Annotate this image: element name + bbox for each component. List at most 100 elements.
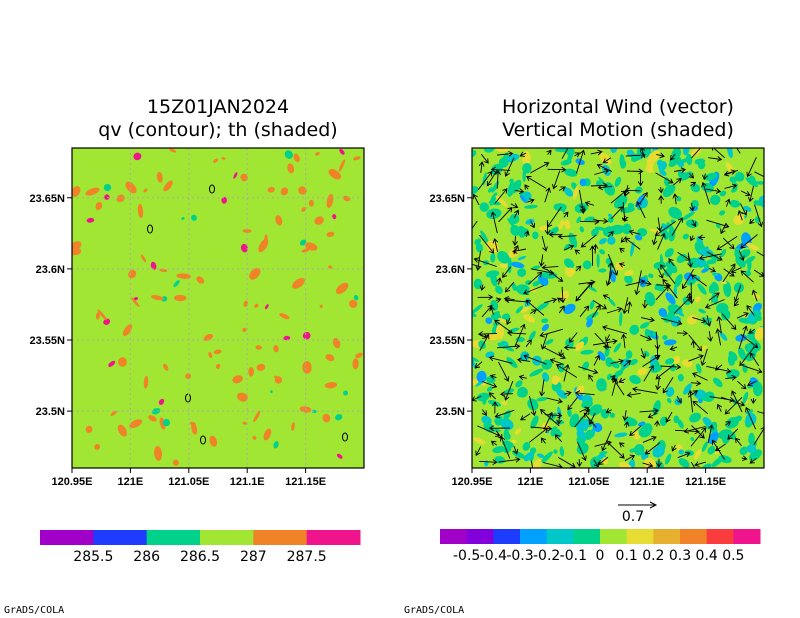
- w-cell: [662, 184, 676, 198]
- wind-vector: [574, 152, 581, 158]
- w-cell: [735, 334, 748, 342]
- w-cell: [475, 243, 484, 253]
- wind-vector: [690, 461, 696, 468]
- wind-vector: [523, 354, 547, 365]
- w-cell: [630, 241, 635, 257]
- wind-vector: [690, 274, 707, 287]
- left-x-tick-label: 121.1E: [230, 476, 265, 488]
- wind-vector: [691, 148, 702, 159]
- w-cell: [701, 441, 708, 452]
- w-cell: [723, 281, 732, 298]
- th-cell: [154, 446, 163, 461]
- wind-vector: [602, 344, 612, 350]
- right-colorbar-label: -0.4: [480, 548, 507, 564]
- wind-vector: [592, 218, 609, 224]
- wind-vector: [691, 425, 705, 439]
- right-colorbar-label: -0.3: [506, 548, 533, 564]
- right-title-line-1: Horizontal Wind (vector): [502, 96, 734, 118]
- w-cell: [608, 297, 616, 307]
- w-cell: [639, 322, 650, 329]
- w-cell: [661, 223, 668, 231]
- left-colorbar-swatch: [40, 530, 94, 545]
- w-cell: [492, 446, 506, 454]
- left-colorbar-swatch: [146, 530, 201, 545]
- w-cell: [487, 187, 493, 193]
- w-cell: [689, 206, 699, 212]
- w-cell: [576, 420, 590, 432]
- w-cell: [702, 416, 712, 427]
- w-cell: [668, 206, 682, 220]
- w-cell: [541, 451, 553, 463]
- wind-vector: [473, 257, 497, 267]
- wind-vector: [683, 426, 706, 434]
- w-cell: [664, 358, 675, 365]
- w-cell: [584, 429, 594, 440]
- w-cell: [659, 416, 668, 427]
- w-cell: [541, 318, 549, 324]
- w-cell: [599, 237, 607, 245]
- wind-vector: [546, 268, 564, 282]
- w-cell: [697, 283, 707, 295]
- th-cell: [103, 183, 112, 192]
- wind-vector: [593, 300, 608, 310]
- left-axes: 120.95E 121E 121.05E 121.1E 121.15E 23.5N 23.5…: [30, 193, 327, 488]
- w-cell: [629, 448, 637, 453]
- w-cell: [734, 247, 740, 258]
- wind-vector: [588, 374, 594, 382]
- wind-vector: [724, 396, 743, 415]
- wind-vector: [528, 395, 537, 417]
- wind-vector: [544, 220, 551, 236]
- th-cell: [264, 304, 269, 310]
- th-cell: [315, 151, 320, 156]
- w-cell: [523, 451, 534, 462]
- th-cell: [270, 390, 273, 394]
- w-cell: [559, 446, 565, 457]
- wind-vector: [656, 458, 662, 468]
- w-cell: [495, 195, 508, 207]
- wind-vector: [477, 294, 494, 301]
- wind-vector: [563, 390, 572, 397]
- wind-vector: [504, 157, 515, 177]
- right-colorbar: -0.5 -0.4 -0.3 -0.2 -0.1 0 0.1 0.2 0.3 0.4 0.5: [440, 529, 761, 564]
- right-colorbar-label: 0.3: [669, 548, 691, 564]
- wind-vector: [656, 217, 663, 232]
- wind-vector: [578, 366, 599, 375]
- wind-vector: [624, 454, 636, 462]
- w-cell: [483, 148, 495, 153]
- th-cell: [110, 410, 117, 416]
- wind-vector: [498, 456, 521, 463]
- w-cell: [620, 160, 627, 169]
- wind-vector: [690, 181, 697, 187]
- th-cell: [328, 169, 342, 180]
- w-cell: [604, 346, 610, 357]
- w-cell: [551, 375, 560, 385]
- wind-vector: [490, 211, 498, 234]
- wind-vector: [606, 306, 623, 314]
- w-cell: [682, 359, 693, 368]
- left-shading: [72, 148, 363, 466]
- w-cell: [479, 202, 490, 212]
- wind-vector: [525, 299, 545, 316]
- w-cell: [515, 380, 523, 388]
- right-colorbar-swatch: [706, 529, 734, 544]
- w-cell: [698, 308, 706, 314]
- th-cell: [273, 345, 279, 353]
- wind-vector: [730, 267, 742, 274]
- right-y-tick-label: 23.55N: [430, 335, 466, 347]
- th-cell: [208, 351, 213, 359]
- th-cell: [335, 282, 349, 295]
- w-cell: [553, 203, 567, 212]
- th-cell: [191, 422, 198, 435]
- w-cell: [498, 263, 509, 269]
- left-y-tick-label: 23.6N: [36, 264, 65, 276]
- wind-vector: [708, 267, 716, 273]
- w-cell: [522, 163, 532, 174]
- wind-vector: [475, 446, 482, 457]
- wind-vector: [689, 203, 695, 212]
- wind-vector: [642, 299, 648, 309]
- wind-vector: [546, 149, 552, 155]
- right-colorbar-swatch: [546, 529, 574, 544]
- wind-vector: [529, 220, 536, 229]
- wind-vector: [622, 215, 629, 221]
- w-cell: [670, 315, 682, 327]
